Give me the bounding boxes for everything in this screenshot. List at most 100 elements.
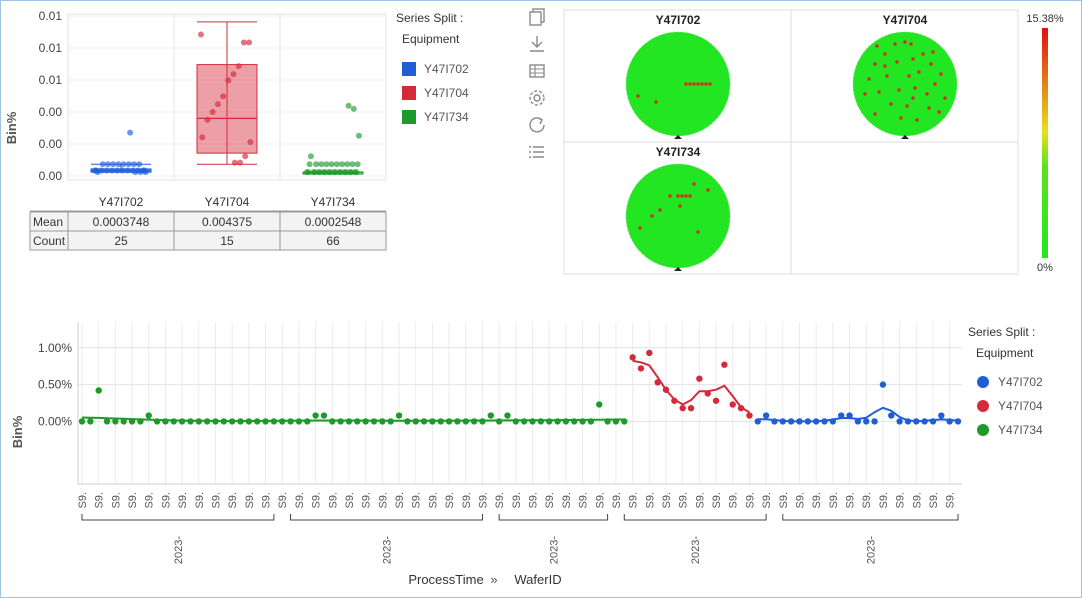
box-data-point[interactable] xyxy=(214,101,221,108)
trend-data-point[interactable] xyxy=(771,418,778,425)
trend-data-point[interactable] xyxy=(696,375,703,382)
box-data-point[interactable] xyxy=(356,132,362,139)
trend-data-point[interactable] xyxy=(304,418,311,425)
trend-data-point[interactable] xyxy=(287,418,294,425)
trend-data-point[interactable] xyxy=(571,418,578,425)
x-axis-title-processtime[interactable]: ProcessTime xyxy=(408,572,483,587)
trend-data-point[interactable] xyxy=(370,418,378,425)
box-data-point[interactable] xyxy=(235,63,242,70)
legend-item-Y47I734[interactable]: Y47I734 xyxy=(402,110,469,124)
box-data-point[interactable] xyxy=(333,161,340,168)
box-data-point[interactable] xyxy=(354,161,361,168)
trend-data-point[interactable] xyxy=(629,354,636,361)
table-icon[interactable] xyxy=(526,60,548,82)
legend-item-Y47I702[interactable]: Y47I702 xyxy=(402,62,469,76)
trend-data-point[interactable] xyxy=(254,418,261,425)
trend-data-point[interactable] xyxy=(162,418,169,425)
box-data-point[interactable] xyxy=(322,169,329,176)
trend-data-point[interactable] xyxy=(687,404,695,412)
box-data-point[interactable] xyxy=(137,169,144,176)
trend-data-point[interactable] xyxy=(412,418,419,425)
box-data-point[interactable] xyxy=(94,169,101,176)
trend-data-point[interactable] xyxy=(495,418,503,425)
trend-data-point[interactable] xyxy=(145,412,152,419)
trend-data-point[interactable] xyxy=(871,418,878,425)
box-data-point[interactable] xyxy=(242,153,249,160)
box-data-point[interactable] xyxy=(317,169,323,176)
box-data-point[interactable] xyxy=(142,169,149,176)
trend-data-point[interactable] xyxy=(621,418,628,425)
box-data-point[interactable] xyxy=(237,159,243,166)
trend-data-point[interactable] xyxy=(646,349,653,357)
box-data-point[interactable] xyxy=(345,102,352,109)
box-data-point[interactable] xyxy=(348,169,355,176)
trend-data-point[interactable] xyxy=(128,418,136,425)
box-data-point[interactable] xyxy=(225,77,232,84)
box-data-point[interactable] xyxy=(204,116,211,123)
trend-data-point[interactable] xyxy=(787,418,795,425)
trend-data-point[interactable] xyxy=(938,412,945,419)
box-data-point[interactable] xyxy=(125,161,132,168)
trend-data-point[interactable] xyxy=(821,418,828,425)
trend-data-point[interactable] xyxy=(487,412,494,419)
trend-data-point[interactable] xyxy=(95,387,102,394)
trend-data-point[interactable] xyxy=(420,418,428,425)
trend-data-point[interactable] xyxy=(395,412,403,419)
trend-data-point[interactable] xyxy=(746,412,753,419)
trend-data-point[interactable] xyxy=(270,418,278,425)
box-data-point[interactable] xyxy=(132,169,139,176)
trend-data-point[interactable] xyxy=(462,418,469,425)
x-axis-title-waferid[interactable]: WaferID xyxy=(514,572,561,587)
trend-data-point[interactable] xyxy=(662,386,670,393)
trend-data-point[interactable] xyxy=(437,418,444,425)
trend-data-point[interactable] xyxy=(379,418,386,425)
copy-icon[interactable] xyxy=(526,6,548,28)
trend-data-point[interactable] xyxy=(220,418,228,425)
box-data-point[interactable] xyxy=(328,161,335,168)
trend-data-point[interactable] xyxy=(896,418,903,425)
box-data-point[interactable] xyxy=(240,39,247,46)
box-data-point[interactable] xyxy=(127,129,134,136)
list-icon[interactable] xyxy=(526,141,548,163)
trend-data-point[interactable] xyxy=(187,418,194,425)
trend-data-point[interactable] xyxy=(729,401,736,408)
trend-data-point[interactable] xyxy=(262,418,269,425)
wafer-map-Y47I704[interactable] xyxy=(852,31,958,139)
legend-item-Y47I702[interactable]: Y47I702 xyxy=(977,375,1043,389)
trend-data-point[interactable] xyxy=(178,418,186,425)
trend-data-point[interactable] xyxy=(671,397,678,404)
trend-data-point[interactable] xyxy=(554,418,561,425)
box-data-point[interactable] xyxy=(349,161,356,168)
trend-data-point[interactable] xyxy=(529,418,536,425)
trend-data-point[interactable] xyxy=(579,418,586,425)
trend-data-point[interactable] xyxy=(320,412,328,419)
box-data-point[interactable] xyxy=(230,71,237,78)
trend-data-point[interactable] xyxy=(228,418,236,425)
trend-data-point[interactable] xyxy=(137,418,144,425)
trend-data-point[interactable] xyxy=(754,418,761,425)
trend-data-point[interactable] xyxy=(312,412,319,419)
box-data-point[interactable] xyxy=(306,161,313,168)
trend-data-point[interactable] xyxy=(587,418,595,425)
trend-data-point[interactable] xyxy=(879,381,887,388)
box-data-point[interactable] xyxy=(332,169,339,176)
trend-data-point[interactable] xyxy=(279,418,286,425)
trend-data-point[interactable] xyxy=(537,418,545,425)
download-icon[interactable] xyxy=(526,33,548,55)
trend-data-point[interactable] xyxy=(345,418,353,425)
trend-data-point[interactable] xyxy=(153,418,161,425)
trend-data-point[interactable] xyxy=(103,418,111,425)
trend-data-point[interactable] xyxy=(846,412,853,419)
trend-data-point[interactable] xyxy=(562,418,570,425)
trend-data-point[interactable] xyxy=(946,418,953,425)
trend-data-point[interactable] xyxy=(904,418,912,425)
trend-data-point[interactable] xyxy=(596,401,603,408)
box-data-point[interactable] xyxy=(313,161,320,168)
box-data-point[interactable] xyxy=(115,161,122,168)
trend-data-point[interactable] xyxy=(520,418,528,425)
settings-icon[interactable] xyxy=(526,87,548,109)
box-data-point[interactable] xyxy=(337,169,344,176)
box-data-point[interactable] xyxy=(131,161,137,168)
box-data-point[interactable] xyxy=(311,169,318,176)
trend-data-point[interactable] xyxy=(612,418,620,425)
